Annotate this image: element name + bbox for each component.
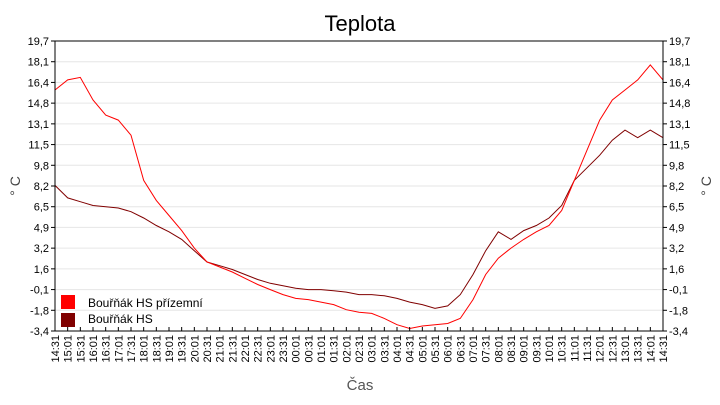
- x-tick-label: 19:01: [164, 335, 176, 363]
- x-tick-label: 21:31: [227, 335, 239, 363]
- y-tick-label: 18,1: [28, 57, 49, 69]
- legend: Bouřňák HS přízemní Bouřňák HS: [61, 295, 203, 327]
- x-tick-label: 17:31: [126, 335, 138, 363]
- y-tick-label: -0,1: [30, 285, 49, 297]
- series-lines: [54, 64, 664, 330]
- x-tick-label: 06:01: [443, 335, 455, 363]
- y-tick-label: -1,8: [30, 305, 49, 317]
- legend-label-0: Bouřňák HS přízemní: [88, 296, 203, 310]
- y-tick-label: 16,4: [28, 77, 49, 89]
- y-tick-label: 1,6: [669, 264, 684, 276]
- x-tick-label: 20:01: [189, 335, 201, 363]
- x-tick-label: 10:31: [557, 335, 569, 363]
- x-tick-label: 11:31: [582, 335, 594, 362]
- x-tick-label: 15:01: [63, 335, 75, 363]
- x-tick-label: 21:01: [215, 335, 227, 363]
- x-tick-label: 09:31: [531, 335, 543, 363]
- y-axis-label-right: ° C: [698, 176, 714, 196]
- x-axis-label: Čas: [347, 377, 374, 394]
- x-tick-label: 05:31: [430, 335, 442, 363]
- x-tick-label: 14:31: [658, 335, 670, 363]
- x-tick-label: 11:01: [569, 335, 581, 362]
- x-tick-label: 16:31: [101, 335, 113, 363]
- y-axis-label-left: ° C: [7, 176, 23, 196]
- x-tick-label: 19:31: [177, 335, 189, 363]
- x-tick-label: 14:31: [50, 335, 62, 363]
- y-tick-label: -3,4: [30, 326, 49, 338]
- x-tick-label: 09:01: [519, 335, 531, 363]
- y-tick-label: 6,5: [34, 202, 49, 214]
- x-tick-label: 23:01: [265, 335, 277, 363]
- y-tick-label: 4,9: [669, 222, 684, 234]
- y-tick-label: 13,1: [28, 119, 49, 131]
- x-tick-label: 10:01: [544, 335, 556, 363]
- x-tick-label: 01:01: [316, 335, 328, 363]
- y-tick-label: 8,2: [34, 181, 49, 193]
- y-tick-label: 19,7: [669, 36, 690, 48]
- y-tick-label: 4,9: [34, 222, 49, 234]
- legend-swatch-1: [61, 313, 75, 327]
- x-tick-label: 06:31: [455, 335, 467, 363]
- x-tick-label: 23:31: [278, 335, 290, 363]
- x-tick-label: 15:31: [75, 335, 87, 363]
- y-axis-left: 19,7 18,1 16,4 14,8 13,1 11,5 9,8 8,2 6,5 4,9 3,2 1…: [28, 36, 55, 338]
- x-tick-label: 17:01: [113, 335, 125, 363]
- y-axis-right: 19,7 18,1 16,4 14,8 13,1 11,5 9,8 8,2 6,5 4,9 3,2 1…: [663, 36, 690, 338]
- x-tick-label: 08:31: [506, 335, 518, 363]
- x-tick-label: 04:01: [392, 335, 404, 363]
- x-tick-label: 12:31: [607, 335, 619, 363]
- y-tick-label: 11,5: [669, 140, 690, 152]
- y-tick-label: 9,8: [669, 160, 684, 172]
- x-tick-label: 00:31: [303, 335, 315, 363]
- y-tick-label: 18,1: [669, 57, 690, 69]
- y-tick-label: 6,5: [669, 202, 684, 214]
- chart-title: Teplota: [325, 11, 397, 36]
- x-axis: 14:31 15:01 15:31 16:01 16:31 17:01 17:31 18:01…: [50, 327, 670, 363]
- x-tick-label: 07:01: [468, 335, 480, 363]
- y-tick-label: 9,8: [34, 160, 49, 172]
- x-tick-label: 02:01: [341, 335, 353, 363]
- y-tick-label: 3,2: [34, 243, 49, 255]
- legend-swatch-0: [61, 295, 75, 309]
- y-tick-label: -0,1: [669, 285, 688, 297]
- y-tick-label: 16,4: [669, 77, 690, 89]
- y-tick-label: -1,8: [669, 305, 688, 317]
- x-tick-label: 00:01: [291, 335, 303, 363]
- legend-label-1: Bouřňák HS: [88, 312, 153, 326]
- x-tick-label: 18:31: [151, 335, 163, 363]
- x-tick-label: 22:31: [253, 335, 265, 363]
- y-tick-label: 3,2: [669, 243, 684, 255]
- x-tick-label: 14:01: [645, 335, 657, 363]
- x-tick-label: 16:01: [88, 335, 100, 363]
- y-tick-label: 14,8: [669, 98, 690, 110]
- y-tick-label: 14,8: [28, 98, 49, 110]
- y-tick-label: 11,5: [28, 140, 49, 152]
- x-tick-label: 20:31: [202, 335, 214, 363]
- x-tick-label: 08:01: [493, 335, 505, 363]
- y-tick-label: 1,6: [34, 264, 49, 276]
- x-tick-label: 13:01: [620, 335, 632, 363]
- x-tick-label: 03:01: [367, 335, 379, 363]
- x-tick-label: 22:01: [240, 335, 252, 363]
- y-tick-label: 8,2: [669, 181, 684, 193]
- y-tick-label: 19,7: [28, 36, 49, 48]
- x-tick-label: 13:31: [633, 335, 645, 363]
- series-line-1: [54, 129, 664, 309]
- x-tick-label: 01:31: [329, 335, 341, 363]
- grid: [55, 40, 663, 332]
- x-tick-label: 03:31: [379, 335, 391, 363]
- x-tick-label: 12:01: [595, 335, 607, 363]
- x-tick-label: 05:01: [417, 335, 429, 363]
- x-tick-label: 04:31: [405, 335, 417, 363]
- x-tick-label: 02:31: [354, 335, 366, 363]
- y-tick-label: 13,1: [669, 119, 690, 131]
- x-tick-label: 07:31: [481, 335, 493, 363]
- y-tick-label: -3,4: [669, 326, 688, 338]
- x-tick-label: 18:01: [139, 335, 151, 363]
- series-line-0: [54, 64, 664, 330]
